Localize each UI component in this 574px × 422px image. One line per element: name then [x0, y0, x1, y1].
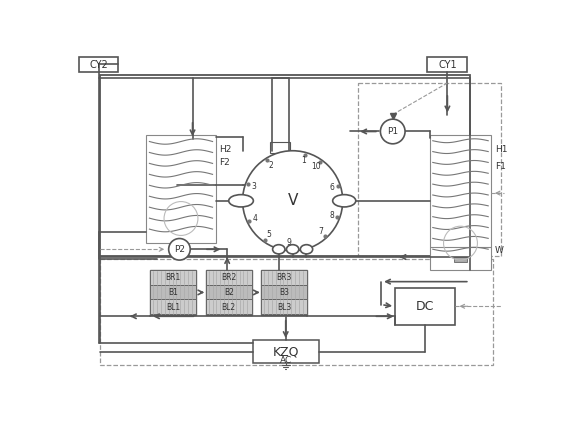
Text: 10: 10 — [312, 162, 321, 171]
Text: 8: 8 — [329, 211, 334, 219]
Text: V: V — [288, 193, 298, 208]
Bar — [150, 270, 196, 285]
Text: DC: DC — [416, 300, 435, 313]
Text: F2: F2 — [219, 158, 230, 167]
Text: BL1: BL1 — [166, 303, 180, 311]
Bar — [358, 83, 501, 256]
Bar — [146, 135, 216, 243]
Text: CY2: CY2 — [89, 60, 108, 70]
Text: P2: P2 — [174, 245, 185, 254]
Bar — [261, 270, 307, 285]
Ellipse shape — [333, 195, 356, 207]
Ellipse shape — [300, 245, 313, 254]
Bar — [430, 135, 491, 270]
Text: KZQ: KZQ — [273, 345, 299, 358]
Text: F1: F1 — [495, 162, 506, 170]
Bar — [150, 299, 196, 314]
Text: 5: 5 — [266, 230, 272, 239]
Circle shape — [243, 151, 343, 251]
Bar — [205, 270, 252, 315]
Text: H2: H2 — [219, 145, 232, 154]
Text: 6: 6 — [329, 184, 335, 192]
Bar — [261, 299, 307, 314]
Text: 3: 3 — [251, 182, 256, 191]
Bar — [261, 285, 307, 299]
Bar — [261, 270, 307, 315]
Text: P1: P1 — [387, 127, 398, 136]
Text: 7: 7 — [319, 227, 323, 236]
Bar — [100, 259, 493, 365]
Bar — [428, 57, 467, 72]
Ellipse shape — [273, 245, 285, 254]
Text: BR2: BR2 — [221, 273, 236, 281]
Text: BL2: BL2 — [222, 303, 236, 311]
Text: W: W — [495, 246, 504, 255]
Text: B3: B3 — [279, 288, 289, 297]
Text: 9: 9 — [286, 238, 292, 247]
Bar — [270, 141, 290, 153]
Bar — [79, 57, 118, 72]
Text: 1: 1 — [301, 156, 306, 165]
Bar — [253, 340, 319, 363]
Text: BL3: BL3 — [277, 303, 291, 311]
Bar — [100, 75, 470, 256]
Text: 2: 2 — [268, 161, 273, 170]
Text: B1: B1 — [168, 288, 178, 297]
Ellipse shape — [228, 195, 253, 207]
Bar — [205, 270, 252, 285]
Circle shape — [381, 119, 405, 144]
Text: AC: AC — [280, 357, 292, 365]
Bar — [150, 285, 196, 299]
Text: BR1: BR1 — [166, 273, 181, 281]
Circle shape — [169, 238, 190, 260]
Text: CY1: CY1 — [438, 60, 457, 70]
Text: BR3: BR3 — [277, 273, 292, 281]
Text: H1: H1 — [495, 145, 507, 154]
Bar — [150, 270, 196, 315]
Bar — [205, 285, 252, 299]
Bar — [455, 257, 467, 262]
Bar — [205, 299, 252, 314]
Ellipse shape — [286, 245, 299, 254]
Text: 4: 4 — [253, 214, 257, 223]
Bar — [395, 288, 455, 325]
Text: B2: B2 — [224, 288, 234, 297]
